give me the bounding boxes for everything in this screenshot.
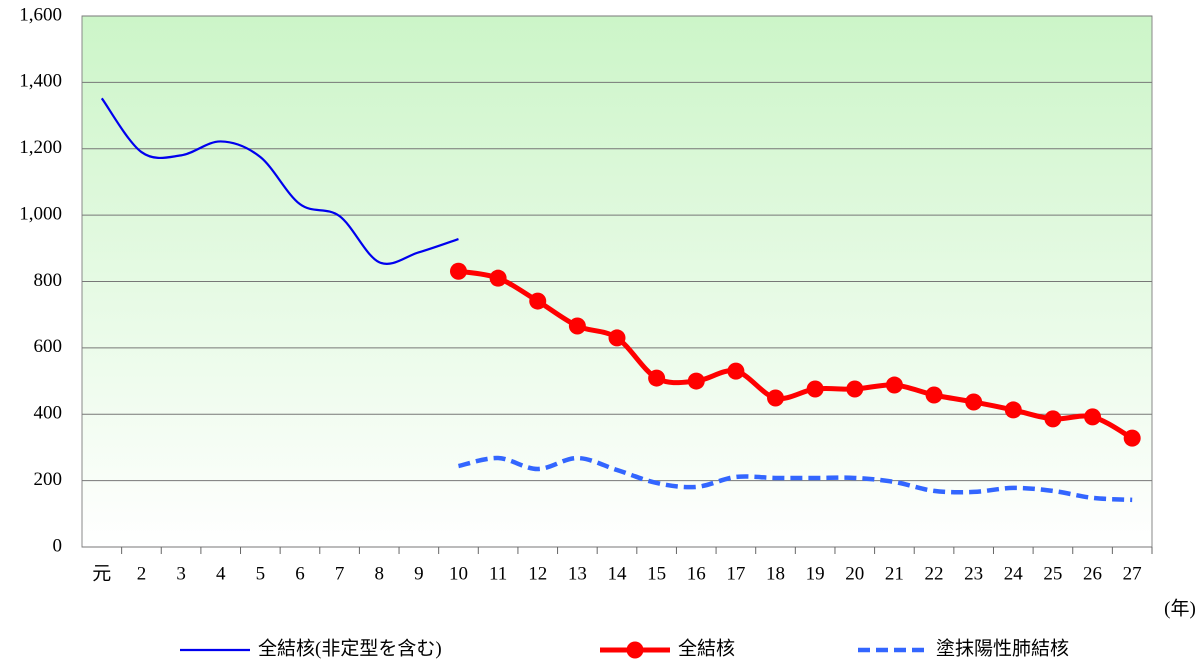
x-tick-label: 17 [726, 563, 745, 584]
legend-label: 塗抹陽性肺結核 [936, 636, 1069, 659]
x-tick-label: 8 [374, 563, 384, 584]
marker [608, 329, 626, 347]
x-tick-label: 23 [964, 563, 983, 584]
x-tick-label: 9 [414, 563, 424, 584]
marker [1044, 410, 1062, 428]
x-tick-label: 18 [766, 563, 785, 584]
marker [846, 380, 864, 398]
x-tick-label: 2 [137, 563, 147, 584]
marker [648, 369, 666, 387]
x-tick-label: 24 [1004, 563, 1024, 584]
x-tick-label: 元 [92, 563, 111, 584]
x-axis-label: (年) [1164, 597, 1196, 619]
marker [767, 389, 785, 407]
x-tick-label: 4 [216, 563, 226, 584]
marker [885, 376, 903, 394]
legend-label: 全結核 [678, 637, 735, 659]
y-tick-label: 1,400 [19, 71, 62, 92]
x-tick-label: 16 [687, 563, 706, 584]
y-tick-label: 1,000 [19, 203, 62, 224]
legend-marker [626, 641, 644, 659]
x-tick-label: 25 [1043, 563, 1062, 584]
y-tick-label: 200 [34, 469, 63, 490]
x-tick-label: 11 [489, 563, 507, 584]
x-tick-label: 19 [806, 563, 825, 584]
y-tick-label: 600 [34, 336, 63, 357]
marker [529, 292, 547, 310]
x-tick-label: 5 [256, 563, 266, 584]
x-tick-label: 22 [925, 563, 944, 584]
x-tick-label: 6 [295, 563, 305, 584]
marker [449, 262, 467, 280]
series-line [457, 455, 1133, 503]
x-tick-label: 12 [528, 563, 547, 584]
x-tick-label: 14 [608, 563, 628, 584]
marker [1123, 429, 1141, 447]
x-tick-label: 26 [1083, 563, 1102, 584]
marker [925, 386, 943, 404]
marker [687, 372, 705, 390]
y-tick-label: 1,600 [19, 4, 62, 25]
x-tick-label: 10 [449, 563, 468, 584]
x-tick-label: 27 [1123, 563, 1142, 584]
x-tick-label: 15 [647, 563, 666, 584]
marker [1084, 408, 1102, 426]
y-tick-label: 400 [34, 403, 63, 424]
series-line [100, 97, 459, 265]
y-tick-label: 1,200 [19, 137, 62, 158]
y-tick-label: 0 [53, 535, 63, 556]
x-tick-label: 20 [845, 563, 864, 584]
x-tick-label: 7 [335, 563, 345, 584]
marker [489, 269, 507, 287]
x-tick-label: 3 [176, 563, 186, 584]
marker [806, 380, 824, 398]
legend-label: 全結核(非定型を含む) [258, 637, 442, 659]
marker [727, 362, 745, 380]
x-tick-label: 21 [885, 563, 904, 584]
marker [965, 393, 983, 411]
y-tick-label: 800 [34, 270, 63, 291]
marker [1004, 401, 1022, 419]
x-tick-label: 13 [568, 563, 587, 584]
marker [568, 317, 586, 335]
